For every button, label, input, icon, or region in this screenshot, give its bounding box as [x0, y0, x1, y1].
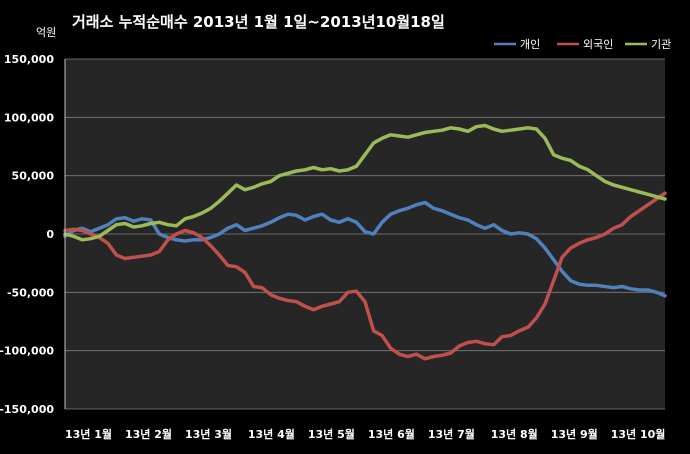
series-lines — [63, 123, 667, 361]
y-tick-label: 50,000 — [12, 170, 55, 183]
y-tick-label: 0 — [46, 228, 54, 241]
x-tick-label: 13년 2월 — [125, 427, 172, 441]
series-line-기관 — [63, 123, 667, 242]
gridlines — [65, 58, 665, 410]
series-line-개인 — [63, 200, 667, 298]
y-tick-label: 150,000 — [4, 53, 54, 66]
axes: 150,000 100,000 50,000 0 -50,000 -100,000 -150… — [0, 53, 665, 441]
x-tick-label: 13년 5월 — [308, 427, 355, 441]
y-tick-label: -100,000 — [0, 345, 54, 358]
x-tick-label: 13년 10월 — [611, 427, 666, 441]
legend-label: 개인 — [520, 38, 540, 51]
y-tick-label: -50,000 — [7, 286, 54, 299]
x-tick-label: 13년 1월 — [65, 427, 112, 441]
y-tick-label: 100,000 — [4, 111, 54, 124]
x-tick-label: 13년 9월 — [551, 427, 598, 441]
legend-label: 기관 — [651, 38, 671, 51]
series-line-외국인 — [63, 191, 667, 361]
y-unit-label: 억원 — [36, 26, 56, 39]
x-tick-label: 13년 7월 — [428, 427, 475, 441]
x-tick-label: 13년 6월 — [368, 427, 415, 441]
x-tick-label: 13년 8월 — [491, 427, 538, 441]
chart-title: 거래소 누적순매수 2013년 1월 1일~2013년10월18일 — [72, 13, 445, 31]
x-tick-label: 13년 3월 — [185, 427, 232, 441]
x-tick-label: 13년 4월 — [248, 427, 295, 441]
legend: 개인 외국인 기관 — [494, 38, 671, 51]
y-tick-label: -150,000 — [0, 403, 54, 416]
legend-label: 외국인 — [583, 38, 613, 51]
